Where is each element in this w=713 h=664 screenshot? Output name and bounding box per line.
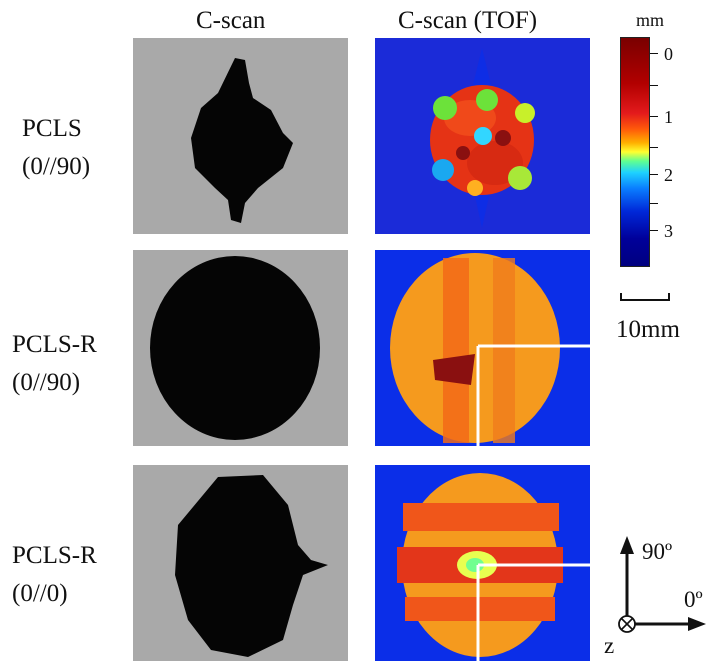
colorbar-unit: mm — [636, 10, 665, 30]
tof-column-header: C-scan (TOF) — [398, 7, 538, 34]
row-label-line1: PCLS-R — [12, 331, 97, 358]
colorbar-tick — [650, 203, 658, 204]
colorbar-tick — [650, 230, 658, 231]
colorbar-tick — [650, 174, 658, 175]
colorbar-tick — [650, 85, 658, 86]
cscan-column-header: C-scan — [196, 7, 266, 34]
colorbar: 0 1 2 3 — [620, 37, 673, 267]
colorbar-tick — [650, 147, 658, 148]
row-label-line2: (0//90) — [12, 369, 81, 396]
colorbar-tick-label: 0 — [664, 44, 673, 64]
cscan-image-row2 — [133, 250, 348, 446]
axis-0-arrowhead — [688, 617, 706, 631]
cscan-image-row1 — [133, 38, 348, 234]
row-label-line2: (0//0) — [12, 580, 68, 607]
axis-z-cross — [620, 617, 634, 631]
scale-bar — [620, 293, 670, 301]
tof-image-row2 — [375, 250, 590, 446]
scale-bar-label: 10mm — [616, 316, 680, 343]
row-label-pcls-0-90: PCLS (0//90) — [22, 110, 90, 186]
tof-image-row1 — [375, 38, 590, 234]
axis-indicator — [618, 536, 706, 633]
row-label-pclsr-0-90: PCLS-R (0//90) — [12, 326, 97, 402]
colorbar-tick-label: 1 — [664, 107, 673, 127]
tof-image-row3 — [375, 465, 590, 661]
colorbar-tick — [650, 53, 658, 54]
axis-0-label: 0º — [684, 587, 703, 612]
row-label-pclsr-0-0: PCLS-R (0//0) — [12, 537, 97, 613]
colorbar-tick-label: 2 — [664, 165, 673, 185]
axis-90-label: 90º — [642, 539, 673, 564]
colorbar-gradient — [620, 37, 650, 267]
axis-90-arrowhead — [620, 536, 634, 554]
row-label-line2: (0//90) — [22, 153, 91, 180]
colorbar-tick-label: 3 — [664, 221, 673, 241]
colorbar-tick — [650, 116, 658, 117]
cscan-image-row3 — [133, 465, 348, 661]
row-label-line1: PCLS — [22, 115, 82, 142]
row-label-line1: PCLS-R — [12, 542, 97, 569]
axis-z-label: z — [604, 633, 615, 658]
